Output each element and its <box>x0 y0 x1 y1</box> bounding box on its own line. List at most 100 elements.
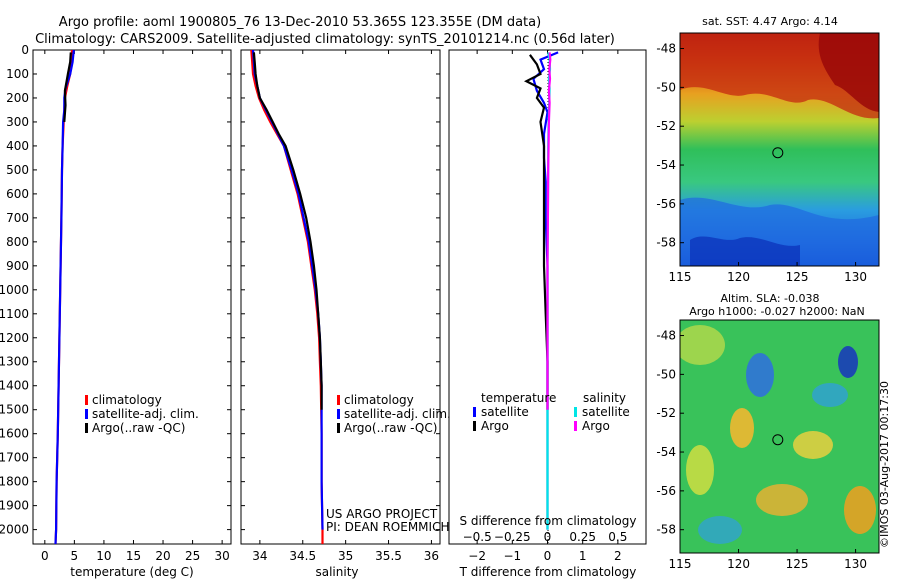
depth-tick-label: 0 <box>21 43 29 57</box>
x-top-tick-label: −0.5 <box>463 530 492 544</box>
sla-map-title-line1: Altim. SLA: -0.038 <box>720 292 819 305</box>
salinity-panel: 34 34.5 35 35.5 36 salinity climatology sate… <box>240 49 451 579</box>
legend-heading-salinity: salinity <box>583 391 626 405</box>
legend-label-climatology-s: climatology <box>344 393 414 407</box>
x-tick-label: 35.5 <box>375 549 402 563</box>
depth-tick-label: 1000 <box>0 283 29 297</box>
lat-tick-label: -56 <box>656 197 676 211</box>
lat-tick-label: -54 <box>656 158 676 172</box>
x-tick-label: 5 <box>71 549 79 563</box>
legend-swatch-argo-s <box>337 423 340 433</box>
lat-tick-label: -52 <box>656 119 676 133</box>
sla-anomaly <box>838 346 858 378</box>
x-tick-label: 25 <box>185 549 200 563</box>
sst-argo-location-marker <box>772 147 784 159</box>
sla-anomaly <box>698 516 742 544</box>
difference-xlabel-top: S difference from climatology <box>460 514 637 528</box>
depth-tick-label: 300 <box>6 115 29 129</box>
depth-tick-label: 1200 <box>0 331 29 345</box>
lon-tick-label: 115 <box>669 270 692 284</box>
legend-heading-temperature: temperature <box>481 391 556 405</box>
depth-tick-label: 1800 <box>0 475 29 489</box>
lon-tick-label: 120 <box>727 270 750 284</box>
lon-tick-label: 120 <box>727 557 750 571</box>
temperature-legend: climatology satellite-adj. clim. Argo(..… <box>85 393 199 435</box>
x-tick-label: 0 <box>41 549 49 563</box>
figure-title-line1: Argo profile: aoml 1900805_76 13-Dec-201… <box>59 15 541 30</box>
depth-tick-label: 500 <box>6 163 29 177</box>
sla-anomaly <box>756 484 808 516</box>
x-tick-label: 36 <box>424 549 439 563</box>
x-top-tick-label: 0.5 <box>608 530 627 544</box>
lon-tick-label: 130 <box>844 270 867 284</box>
depth-tick-label: 900 <box>6 259 29 273</box>
legend-swatch-satellite-adj <box>85 409 88 419</box>
lat-tick-label: -48 <box>656 42 676 56</box>
salinity-legend: climatology satellite-adj. clim. Argo(..… <box>337 393 451 435</box>
x-top-tick-label: 0 <box>544 530 552 544</box>
legend-label-argo-s: Argo(..raw -QC) <box>344 421 437 435</box>
sla-map-frame <box>679 319 880 554</box>
sst-map-panel: sat. SST: 4.47 Argo: 4.14 115 120 125 130 -4… <box>656 15 880 284</box>
depth-tick-label: 1500 <box>0 403 29 417</box>
lat-tick-label: -50 <box>656 367 676 381</box>
x-top-tick-label: −0.25 <box>494 530 531 544</box>
x-top-tick-label: 0.25 <box>569 530 596 544</box>
temperature-xlabel: temperature (deg C) <box>70 565 193 579</box>
legend-swatch-t-argo <box>473 421 476 431</box>
credit-pi: PI: DEAN ROEMMICH <box>326 520 449 534</box>
lon-tick-label: 125 <box>786 557 809 571</box>
series-line-argo-raw-qc <box>252 52 323 410</box>
x-tick-label: 30 <box>214 549 229 563</box>
x-tick-label: 1 <box>579 549 587 563</box>
sst-cold-region <box>690 236 800 266</box>
sla-argo-location-marker <box>772 434 784 446</box>
sst-hot-region <box>818 33 879 112</box>
difference-xlabel: T difference from climatology <box>459 565 637 579</box>
depth-tick-label: 400 <box>6 139 29 153</box>
lat-tick-label: -50 <box>656 80 676 94</box>
lat-tick-label: -58 <box>656 236 676 250</box>
sla-map-title-line2: Argo h1000: -0.027 h2000: NaN <box>689 305 865 318</box>
sst-map-title: sat. SST: 4.47 Argo: 4.14 <box>702 15 838 28</box>
depth-tick-label: 1900 <box>0 499 29 513</box>
series-line-satellite-adj-clim <box>251 49 324 530</box>
series-line-salinity-argo <box>546 52 552 410</box>
sla-map-panel: Altim. SLA: -0.038 Argo h1000: -0.027 h2… <box>656 292 880 571</box>
difference-panel: −2 −1 0 1 2 −0.5 −0.25 0 0.25 0.5 S difference fr… <box>448 49 647 579</box>
x-tick-label: 15 <box>126 549 141 563</box>
lat-tick-label: -48 <box>656 329 676 343</box>
legend-label-argo: Argo(..raw -QC) <box>92 421 185 435</box>
credit-project: US ARGO PROJECT <box>326 507 438 521</box>
lon-tick-label: 125 <box>786 270 809 284</box>
sla-anomaly <box>844 486 876 534</box>
salinity-axes-frame <box>240 49 441 545</box>
x-tick-label: −2 <box>468 549 486 563</box>
legend-swatch-t-satellite <box>473 407 476 417</box>
sla-anomaly <box>730 408 754 448</box>
lat-tick-label: -56 <box>656 484 676 498</box>
lat-tick-label: -58 <box>656 523 676 537</box>
legend-label-t-satellite: satellite <box>481 405 529 419</box>
legend-label-satellite-adj: satellite-adj. clim. <box>92 407 199 421</box>
depth-tick-label: 1700 <box>0 451 29 465</box>
series-line-climatology <box>250 49 324 544</box>
sst-map-frame <box>679 32 880 267</box>
series-line-argo-raw-qc <box>63 52 72 122</box>
sla-anomaly <box>812 383 848 407</box>
series-line-temperature-argo <box>523 54 549 410</box>
figure-title-line2: Climatology: CARS2009. Satellite-adjuste… <box>35 32 615 47</box>
depth-tick-label: 1100 <box>0 307 29 321</box>
x-tick-label: 2 <box>614 549 622 563</box>
legend-label-t-argo: Argo <box>481 419 509 433</box>
temperature-axes-frame <box>32 49 232 545</box>
lat-tick-label: -52 <box>656 406 676 420</box>
legend-label-climatology: climatology <box>92 393 162 407</box>
lat-tick-label: -54 <box>656 445 676 459</box>
salinity-xlabel: salinity <box>315 565 358 579</box>
x-tick-label: 34.5 <box>289 549 316 563</box>
imos-stamp: ©IMOS 03-Aug-2017 00:17:30 <box>878 381 891 548</box>
depth-tick-label: 1600 <box>0 427 29 441</box>
legend-swatch-satellite-adj-s <box>337 409 340 419</box>
